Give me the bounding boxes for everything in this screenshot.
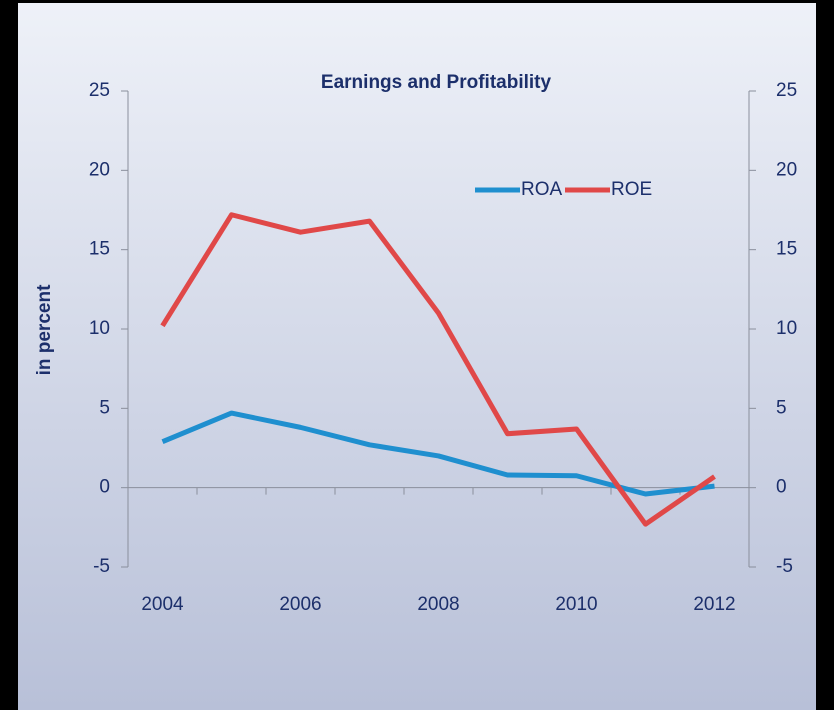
x-tick-label: 2012: [693, 594, 735, 615]
y2-tick-label: 25: [776, 80, 797, 101]
x-tick-label: 2004: [141, 594, 184, 615]
y-tick-label: 15: [89, 239, 110, 260]
y-tick-label: 5: [99, 397, 110, 418]
x-tick-label: 2010: [555, 594, 597, 615]
y2-tick-label: 10: [776, 318, 797, 339]
y-tick-label: 0: [99, 477, 110, 498]
y2-tick-label: 15: [776, 239, 797, 260]
y-tick-label: -5: [93, 556, 110, 577]
x-tick-label: 2006: [279, 594, 321, 615]
y-tick-label: 25: [89, 80, 110, 101]
series-line: [161, 410, 715, 497]
y-tick-label: 10: [89, 318, 110, 339]
y2-tick-label: 5: [776, 397, 787, 418]
y-axis-label: in percent: [34, 284, 55, 375]
chart-title: Earnings and Profitability: [321, 72, 552, 93]
y2-tick-label: 20: [776, 159, 797, 180]
y2-tick-label: 0: [776, 477, 787, 498]
y-tick-label: 20: [89, 159, 110, 180]
x-tick-label: 2008: [417, 594, 459, 615]
legend-label: ROE: [611, 179, 652, 200]
series-line: [160, 212, 716, 527]
chart-background: [18, 3, 816, 710]
legend-label: ROA: [521, 179, 563, 200]
y2-tick-label: -5: [776, 556, 793, 577]
